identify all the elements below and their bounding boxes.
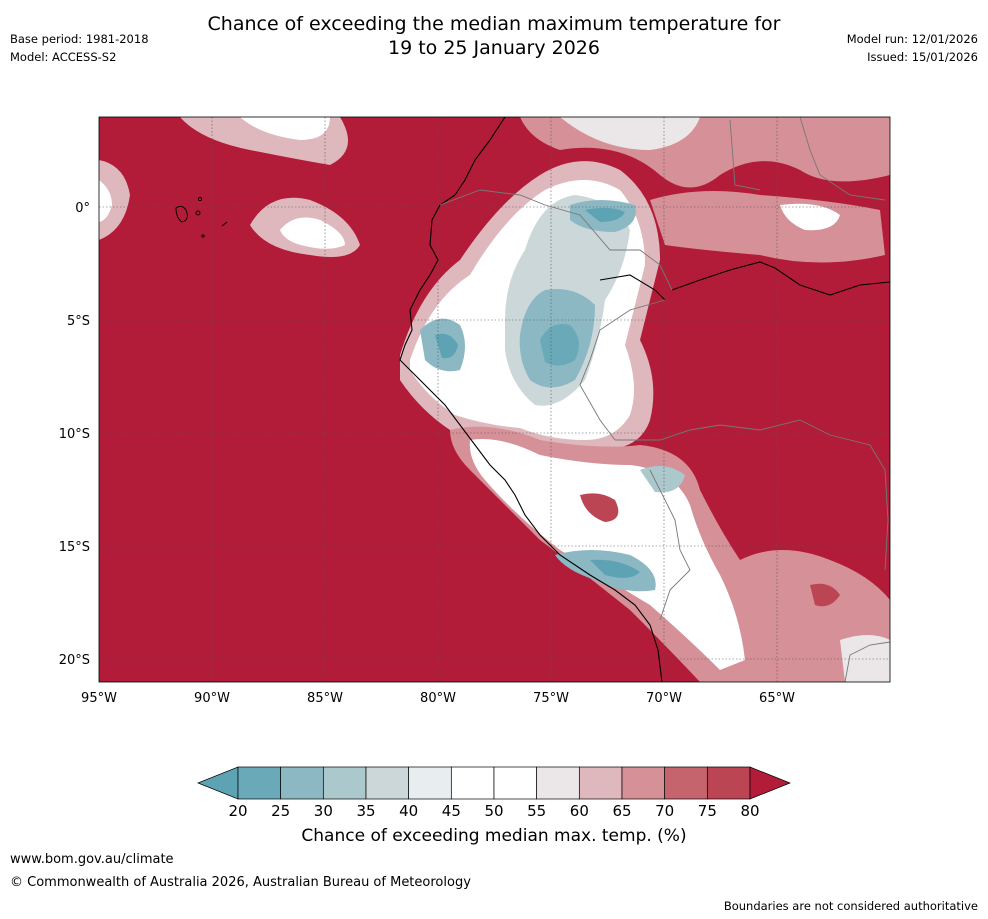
island-santiago [197,196,203,202]
title-line-2: 19 to 25 January 2026 [388,37,600,59]
colorbar: 20 25 30 35 40 45 50 55 60 65 70 75 80 [197,766,791,820]
lon-label-80w: 80°W [420,691,456,706]
border-ecuador-peru-colombia [439,189,673,291]
lon-label-95w: 95°W [81,691,117,706]
colorbar-cell-25-30 [280,766,324,800]
west-edge-white [99,180,112,222]
border-peru-brazil [579,299,666,441]
northeast-pale-patch [560,117,700,150]
coastline-pacific [399,117,663,682]
lat-label-15s: 15°S [59,540,90,555]
boundary-disclaimer: Boundaries are not considered authoritat… [723,899,978,913]
border-colombia-venezuela [799,117,886,201]
north-pacific-white-patch [240,117,330,140]
colorbar-tick-30: 30 [314,802,333,820]
colorbar-cell-20-25 [237,766,282,800]
colorbar-extend-high [749,766,791,800]
central-andes-red-pocket [580,493,619,522]
colorbar-tick-40: 40 [399,802,418,820]
map-frame [98,116,891,683]
amazon-river-west [599,274,666,301]
site-url[interactable]: www.bom.gov.au/climate [10,852,174,867]
galapagos-islands [175,196,228,238]
colorbar-cell-40-45 [408,766,452,800]
southern-coast-core [590,559,640,578]
lon-label-90w: 90°W [194,691,230,706]
colorbar-ticks: 20 25 30 35 40 45 50 55 60 65 70 75 80 [228,802,759,820]
colorbar-cell-35-40 [365,766,410,800]
title-line-1: Chance of exceeding the median maximum t… [207,13,781,35]
lat-label-0: 0° [75,201,90,216]
colorbar-tick-25: 25 [271,802,290,820]
border-colombia-brazil [729,119,761,191]
colorbar-cell-30-35 [322,766,367,800]
country-borders [439,117,890,682]
lon-label-75w: 75°W [533,691,569,706]
colorbar-tick-60: 60 [570,802,589,820]
island-santa-cruz [195,210,201,216]
colorbar-cell-45-50 [450,766,495,800]
colorbar-cell-50-55 [493,766,538,800]
lon-label-85w: 85°W [307,691,343,706]
colorbar-tick-45: 45 [442,802,461,820]
colorbar-cell-70-75 [664,766,708,800]
colorbar-cell-60-65 [578,766,623,800]
island-san-cristobal [221,221,228,227]
southeast-pale-corner [840,635,890,682]
lon-label-65w: 65°W [759,691,795,706]
colorbar-cell-65-70 [621,766,666,800]
colorbar-tick-80: 80 [740,802,759,820]
border-bolivia-paraguay [844,641,890,682]
meta-right: Model run: 12/01/2026 Issued: 15/01/2026 [847,30,978,66]
colorbar-extend-low [197,766,239,800]
ecuador-amazon-core [585,207,625,222]
pacific-patch-inner [280,217,345,249]
base-period: Base period: 1981-2018 [10,32,149,46]
bolivia-red-pocket [810,583,840,607]
colorbar-tick-50: 50 [484,802,503,820]
meta-left: Base period: 1981-2018 Model: ACCESS-S2 [10,30,149,66]
colorbar-tick-35: 35 [356,802,375,820]
model-run: Model run: 12/01/2026 [846,32,978,46]
lat-label-20s: 20°S [59,653,90,668]
graticule [99,117,890,682]
longitude-labels: 95°W 90°W 85°W 80°W 75°W 70°W 65°W [81,691,795,706]
island-isabela [175,205,188,223]
amazon-river-line [671,261,890,296]
map-title: Chance of exceeding the median maximum t… [0,12,988,60]
island-espanola [201,234,205,238]
latitude-labels: 0° 5°S 10°S 15°S 20°S [59,201,90,668]
colorbar-tick-20: 20 [228,802,247,820]
border-brazil-bolivia [615,419,889,571]
colorbar-cell-75-80 [706,766,751,800]
amazon-white-patch [780,203,840,231]
map-plot [99,117,890,682]
lon-label-70w: 70°W [646,691,682,706]
western-amazon-deep-core [540,324,579,366]
lat-label-5s: 5°S [67,314,90,329]
border-peru-bolivia [649,469,691,621]
north-peru-coast-core [435,333,458,359]
issued-date: Issued: 15/01/2026 [867,50,978,64]
west-edge-patch [99,160,130,240]
colorbar-tick-75: 75 [698,802,717,820]
colorbar-tick-55: 55 [527,802,546,820]
colorbar-cell-55-60 [536,766,580,800]
colorbar-cells [197,766,791,800]
colorbar-tick-65: 65 [612,802,631,820]
colorbar-tick-70: 70 [655,802,674,820]
colorbar-title: Chance of exceeding median max. temp. (%… [301,826,687,846]
copyright-text: © Commonwealth of Australia 2026, Austra… [10,875,471,890]
model-name: Model: ACCESS-S2 [10,50,117,64]
lat-label-10s: 10°S [59,427,90,442]
